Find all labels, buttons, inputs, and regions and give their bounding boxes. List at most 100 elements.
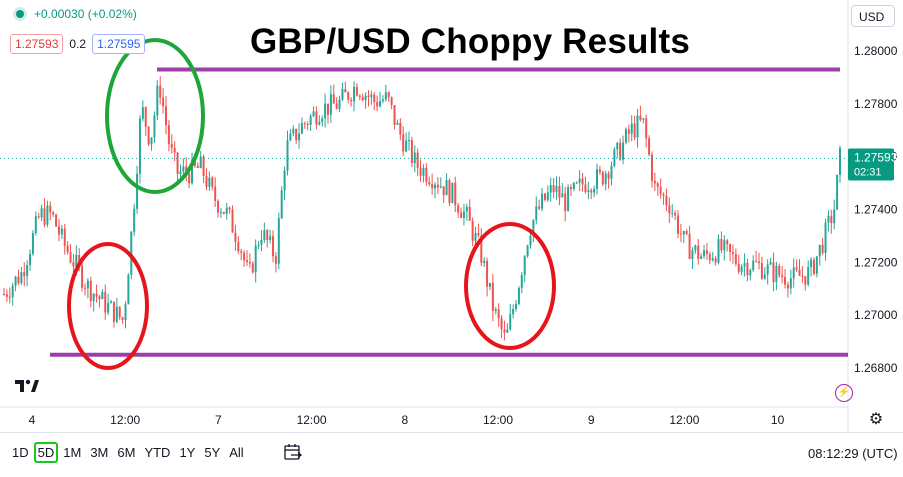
- candle-body: [775, 265, 778, 282]
- candle-body: [329, 94, 332, 115]
- range-button-3m[interactable]: 3M: [90, 445, 109, 460]
- range-button-1y[interactable]: 1Y: [179, 445, 196, 460]
- currency-selector[interactable]: USD: [851, 5, 895, 27]
- candle-body: [839, 148, 841, 175]
- candle-body: [347, 92, 350, 100]
- candle-body: [43, 208, 46, 225]
- candle-body: [416, 152, 419, 168]
- candle-body: [370, 94, 373, 98]
- candle-body: [321, 118, 324, 122]
- candle-body: [465, 206, 468, 212]
- candle-body: [66, 245, 69, 252]
- candle-body: [303, 123, 306, 125]
- candle-body: [361, 96, 364, 101]
- candle-body: [3, 294, 5, 296]
- time-tick-label: 7: [215, 413, 222, 427]
- tradingview-logo-icon[interactable]: [14, 377, 40, 398]
- candle-body: [55, 214, 58, 227]
- candle-body: [234, 232, 237, 242]
- candle-body: [367, 95, 370, 98]
- candle-body: [500, 318, 503, 330]
- range-button-5d[interactable]: 5D: [33, 442, 59, 463]
- time-tick-label: 9: [588, 413, 595, 427]
- range-button-ytd[interactable]: YTD: [144, 445, 171, 460]
- calendar-icon[interactable]: [283, 443, 303, 461]
- candle-body: [445, 180, 448, 196]
- utc-clock[interactable]: 08:12:29 (UTC): [808, 446, 898, 461]
- candle-body: [708, 254, 711, 261]
- price-tick-label: 1.27200: [854, 255, 898, 269]
- candle-body: [26, 264, 29, 277]
- candle-body: [283, 170, 286, 191]
- range-button-1m[interactable]: 1M: [63, 445, 82, 460]
- candle-body: [164, 106, 167, 126]
- range-button-all[interactable]: All: [229, 445, 244, 460]
- candle-body: [37, 216, 40, 218]
- candle-body: [419, 167, 422, 176]
- candle-body: [677, 215, 680, 234]
- range-button-1d[interactable]: 1D: [12, 445, 29, 460]
- candle-body: [141, 107, 144, 119]
- candle-body: [468, 206, 471, 221]
- price-tick-label: 1.28000: [854, 44, 898, 58]
- sell-price-button[interactable]: 1.27593: [10, 34, 64, 54]
- candle-body: [691, 250, 694, 259]
- candle-body: [622, 142, 625, 160]
- candle-body: [324, 103, 327, 119]
- range-button-5y[interactable]: 5Y: [204, 445, 221, 460]
- candle-body: [517, 287, 520, 304]
- candle-body: [711, 258, 714, 261]
- candle-body: [526, 245, 529, 257]
- candle-body: [133, 208, 136, 232]
- candle-body: [645, 118, 648, 139]
- candle-body: [29, 253, 32, 265]
- candle-body: [509, 314, 512, 330]
- range-button-6m[interactable]: 6M: [117, 445, 136, 460]
- candle-body: [714, 258, 717, 263]
- candle-body: [682, 231, 685, 235]
- candle-body: [749, 270, 752, 276]
- candle-body: [477, 233, 480, 236]
- candle-body: [341, 88, 344, 100]
- candle-body: [454, 182, 457, 206]
- candle-body: [607, 173, 610, 179]
- candle-body: [75, 255, 78, 267]
- candle-body: [601, 171, 604, 185]
- candle-body: [219, 212, 222, 214]
- candle-body: [40, 208, 43, 218]
- candle-body: [315, 111, 318, 125]
- candle-body: [679, 233, 682, 235]
- candle-body: [112, 301, 115, 322]
- candle-body: [335, 103, 338, 109]
- candle-body: [596, 169, 599, 189]
- candle-body: [572, 182, 575, 189]
- candle-body: [101, 291, 104, 300]
- settings-gear-icon[interactable]: ⚙: [868, 411, 884, 428]
- candle-body: [179, 171, 182, 174]
- candle-body: [662, 194, 665, 196]
- candle-body: [436, 184, 439, 188]
- candle-body: [231, 209, 234, 233]
- candle-body: [399, 122, 402, 135]
- candle-body: [506, 329, 509, 333]
- candle-body: [81, 265, 84, 288]
- candle-body: [763, 274, 766, 279]
- candle-body: [292, 128, 295, 134]
- events-icon[interactable]: ⚡: [835, 384, 853, 402]
- time-tick-label: 12:00: [483, 413, 513, 427]
- candle-body: [575, 182, 578, 184]
- candle-body: [217, 200, 220, 213]
- candle-body: [69, 251, 72, 263]
- candle-body: [448, 180, 451, 204]
- candle-body: [263, 230, 266, 240]
- candle-body: [789, 278, 792, 289]
- levels-layer: [0, 67, 848, 357]
- candle-body: [616, 142, 619, 150]
- candle-body: [694, 245, 697, 251]
- candle-body: [289, 133, 292, 141]
- candle-body: [60, 228, 63, 235]
- candle-body: [460, 212, 463, 218]
- candle-body: [173, 147, 176, 153]
- buy-price-button[interactable]: 1.27595: [92, 34, 146, 54]
- candle-body: [755, 260, 758, 262]
